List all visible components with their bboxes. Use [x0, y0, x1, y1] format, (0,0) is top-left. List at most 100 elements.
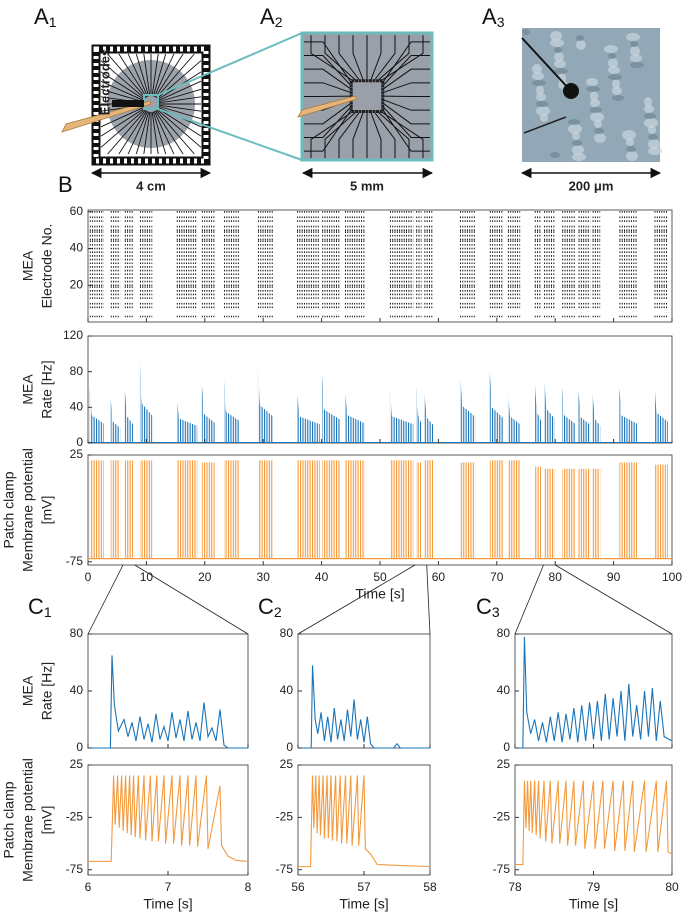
- electrode: [362, 79, 365, 83]
- cell: [626, 138, 634, 146]
- x-axis-label: Time [s]: [355, 586, 404, 602]
- chip-lead: [154, 53, 184, 98]
- cell: [536, 93, 546, 101]
- cell: [608, 74, 622, 80]
- electrode: [369, 110, 372, 113]
- y-tick-label: 0: [503, 740, 510, 754]
- cells: [522, 29, 662, 161]
- electrodes-label: Electrodes: [97, 49, 112, 115]
- cell: [550, 39, 564, 47]
- chip-lead: [158, 105, 202, 120]
- burst-trace: [489, 460, 504, 559]
- chip-lead: [158, 104, 202, 112]
- panel-letter: A: [260, 4, 275, 29]
- y-tick-label: -25: [276, 810, 294, 824]
- chip-lead: [100, 80, 144, 102]
- x-tick-label: 40: [315, 570, 329, 584]
- cell: [648, 126, 656, 134]
- y-axis-label: Electrode No.: [39, 224, 55, 309]
- chip-lead: [158, 88, 202, 103]
- cell: [648, 147, 662, 155]
- y-tick-label: 40: [70, 400, 84, 414]
- y-axis-label: [mV]: [39, 806, 55, 835]
- chip-lead: [158, 96, 202, 104]
- panel-label: C3: [476, 594, 500, 620]
- panel-sub: 2: [274, 604, 282, 620]
- burst-trace: [124, 460, 133, 559]
- electrode: [379, 79, 383, 83]
- y-axis-label: Membrane potential: [20, 448, 36, 572]
- cell: [644, 105, 654, 113]
- cell: [626, 146, 636, 152]
- burst-rate: [124, 389, 133, 443]
- electrode: [381, 104, 385, 108]
- burst-trace: [562, 468, 576, 559]
- chip-lead: [100, 88, 144, 103]
- panel-label: A1: [34, 4, 57, 30]
- electrode: [365, 110, 369, 113]
- zoom-line: [157, 32, 303, 96]
- chip-lead: [151, 111, 159, 155]
- cell: [622, 130, 636, 140]
- y-tick-label: 0: [76, 740, 83, 754]
- burst-trace: [176, 460, 198, 559]
- cell: [644, 97, 652, 107]
- electrode: [349, 101, 353, 105]
- electrode: [355, 79, 358, 83]
- trace: [352, 35, 364, 81]
- burst-rate: [89, 387, 104, 443]
- burst-trace: [389, 460, 414, 559]
- y-tick-label: 80: [70, 364, 84, 378]
- trace: [304, 55, 352, 87]
- cell: [626, 151, 638, 161]
- trace: [380, 111, 424, 158]
- electrode: [349, 94, 353, 98]
- scale-label: 5 mm: [350, 178, 384, 193]
- chip-lead: [118, 110, 148, 155]
- electrode: [349, 80, 353, 84]
- zoom-line: [134, 564, 249, 635]
- y-tick-label: 80: [497, 626, 511, 640]
- y-tick-label: 120: [63, 328, 83, 342]
- burst-rate: [578, 391, 591, 443]
- cell: [612, 87, 622, 95]
- x-tick-label: 50: [373, 570, 387, 584]
- burst-rate: [201, 385, 215, 443]
- y-tick-label: 25: [70, 447, 84, 461]
- y-tick-label: 40: [497, 683, 511, 697]
- cell: [554, 60, 566, 68]
- y-tick-label: 20: [70, 277, 84, 291]
- electrode: [362, 110, 365, 113]
- burst-rate: [534, 380, 542, 443]
- scale-label: 200 μm: [569, 178, 614, 193]
- cell: [608, 53, 616, 59]
- chip-lead: [152, 53, 167, 97]
- x-tick-label: 79: [587, 880, 601, 894]
- electrode: [372, 79, 376, 83]
- burst-rate: [507, 389, 521, 443]
- cell: [590, 107, 602, 113]
- x-tick-label: 60: [432, 570, 446, 584]
- cell: [572, 140, 582, 146]
- panel-sub: 3: [497, 14, 505, 30]
- burst-trace: [297, 460, 320, 559]
- electrode: [349, 84, 353, 88]
- chip-pads: [93, 46, 209, 164]
- electrode: [369, 79, 372, 83]
- trace: [382, 41, 430, 83]
- trace: [304, 41, 352, 83]
- electrode: [349, 104, 353, 108]
- electrode: [358, 110, 362, 113]
- cell: [594, 120, 602, 128]
- x-tick-label: 30: [257, 570, 271, 584]
- electrode: [381, 91, 385, 95]
- burst-rate: [654, 382, 668, 443]
- trace: [382, 106, 430, 138]
- y-tick-label: -75: [276, 862, 294, 876]
- y-axis-label: MEA: [20, 250, 36, 281]
- trace: [377, 35, 410, 82]
- burst-rate: [416, 387, 422, 443]
- trace: [338, 111, 361, 158]
- electrode: [381, 94, 385, 98]
- cell: [536, 106, 550, 116]
